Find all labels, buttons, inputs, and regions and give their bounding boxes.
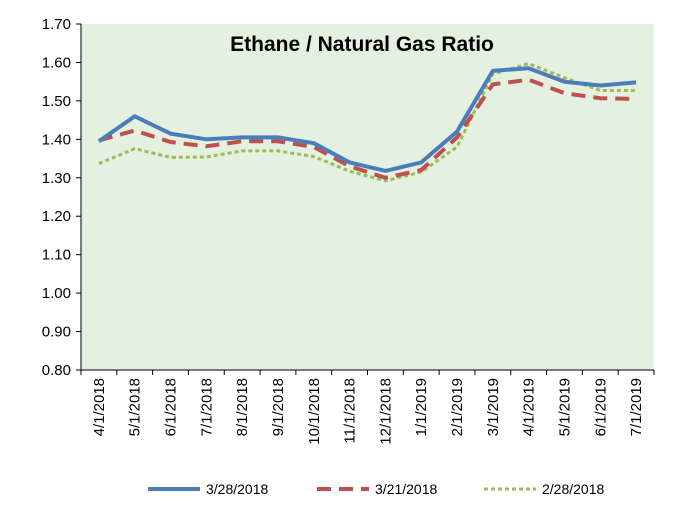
x-tick-label: 2/1/2019 xyxy=(449,378,466,436)
series-line-2 xyxy=(98,62,637,183)
legend-label-1: 3/21/2018 xyxy=(375,481,437,497)
y-tick-label: 1.10 xyxy=(42,247,71,264)
x-tick-label: 4/1/2019 xyxy=(521,378,538,436)
y-tick-label: 1.40 xyxy=(42,131,71,148)
x-tick-label: 8/1/2018 xyxy=(234,378,251,436)
x-axis-ticks: 4/1/2018 5/1/2018 6/1/2018 7/1/2018 8/1/2018… xyxy=(80,370,655,445)
x-tick-label: 5/1/2018 xyxy=(127,378,144,436)
y-tick-label: 1.20 xyxy=(42,208,71,225)
x-tick-label: 5/1/2019 xyxy=(556,378,573,436)
x-tick-label: 7/1/2019 xyxy=(628,378,645,436)
y-axis-ticks: 0.80 0.90 1.00 1.10 1.20 1.30 1.40 1.50 1.60 1.70 xyxy=(42,16,81,379)
y-tick-label: 0.80 xyxy=(42,362,71,379)
x-tick-label: 11/1/2018 xyxy=(342,378,359,444)
y-tick-label: 0.90 xyxy=(42,324,71,341)
series-lines xyxy=(97,62,637,183)
x-tick-label: 4/1/2018 xyxy=(91,378,108,436)
x-tick-label: 12/1/2018 xyxy=(377,378,394,445)
legend: 3/28/2018 3/21/2018 2/28/2018 xyxy=(148,481,604,497)
series-line-1 xyxy=(98,77,637,180)
x-tick-label: 1/1/2019 xyxy=(413,378,430,436)
x-tick-label: 7/1/2018 xyxy=(198,378,215,436)
x-tick-label: 6/1/2018 xyxy=(163,378,180,436)
chart-title: Ethane / Natural Gas Ratio xyxy=(230,33,494,56)
x-tick-label: 9/1/2018 xyxy=(270,378,287,436)
x-tick-label: 10/1/2018 xyxy=(306,378,323,445)
y-tick-label: 1.60 xyxy=(42,54,71,71)
y-tick-label: 1.50 xyxy=(42,93,71,110)
legend-label-0: 3/28/2018 xyxy=(206,481,268,497)
x-tick-label: 3/1/2019 xyxy=(485,378,502,436)
y-tick-label: 1.70 xyxy=(42,16,71,33)
y-tick-label: 1.00 xyxy=(42,285,71,302)
series-line-0 xyxy=(97,66,637,173)
plot-area xyxy=(81,24,654,370)
y-tick-label: 1.30 xyxy=(42,170,71,187)
legend-label-2: 2/28/2018 xyxy=(542,481,604,497)
x-tick-label: 6/1/2019 xyxy=(592,378,609,436)
